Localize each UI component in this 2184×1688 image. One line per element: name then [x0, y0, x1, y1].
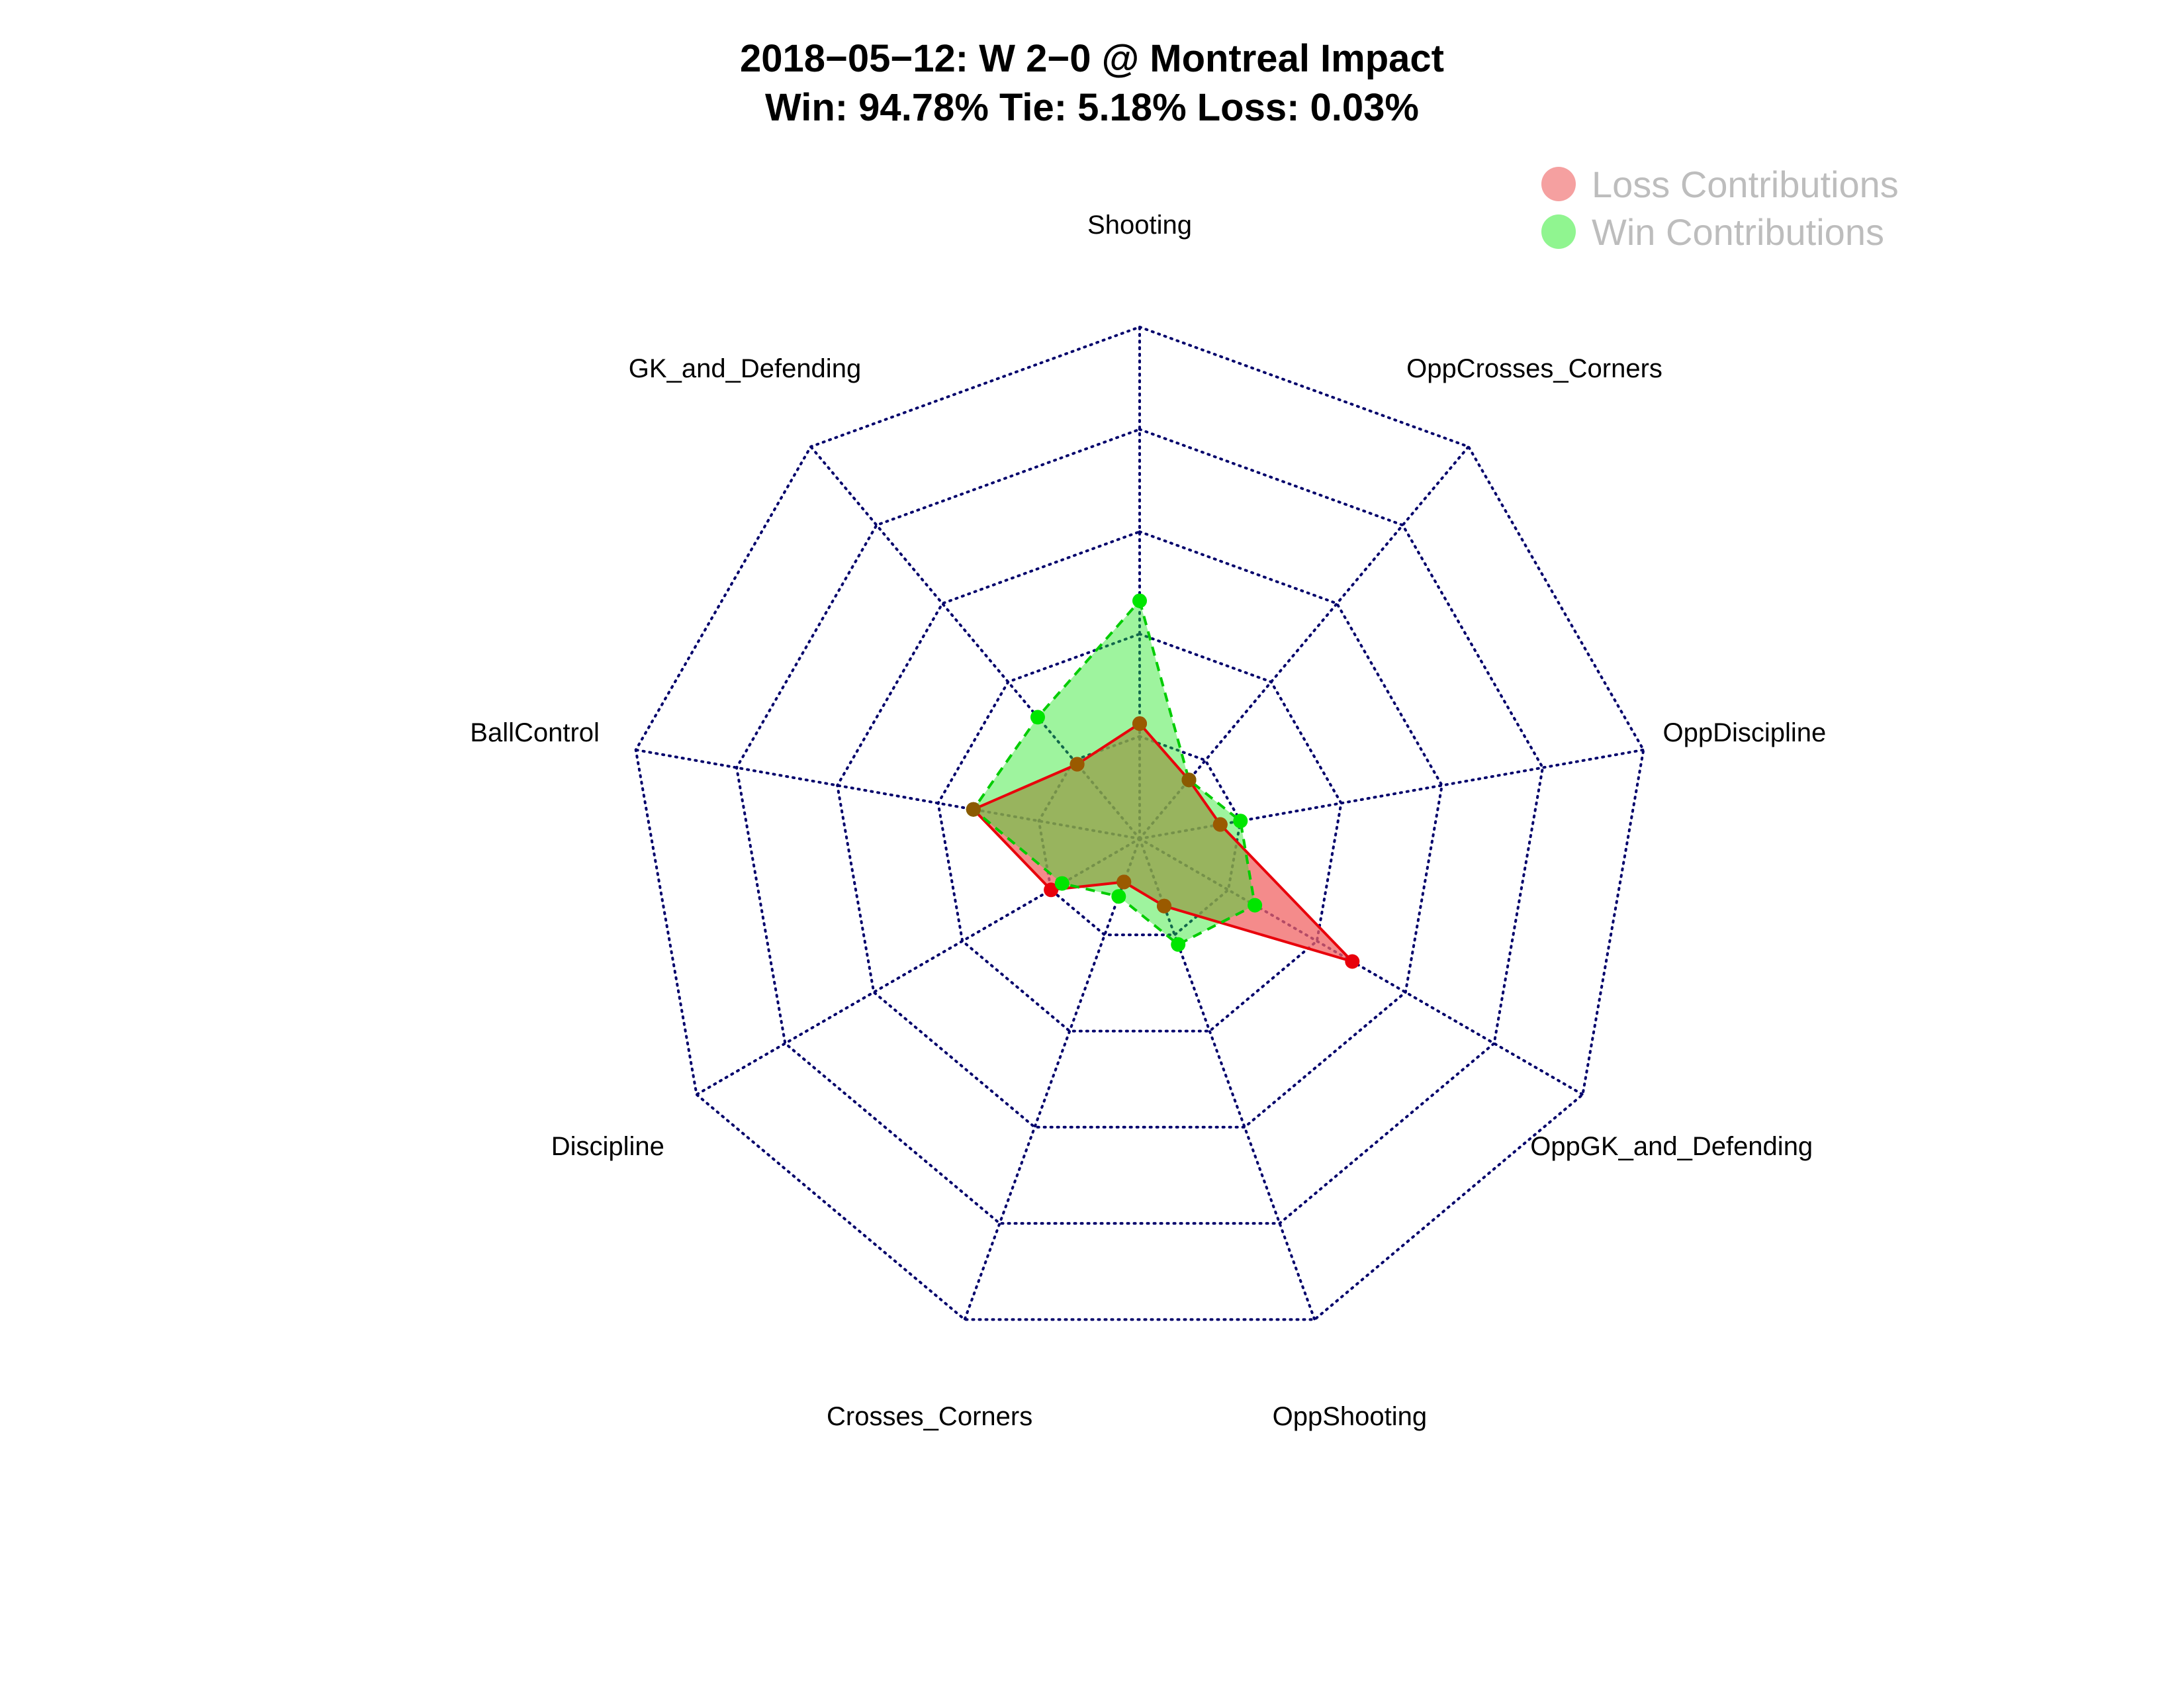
- legend-label-loss: Loss Contributions: [1592, 164, 1899, 205]
- win-contributions-point-gk-and-defending: [1030, 710, 1045, 725]
- loss-point-under-oppshooting: [1157, 898, 1171, 914]
- spoke-crosses-corners: [963, 837, 1141, 1321]
- chart-title-line1: 2018−05−12: W 2−0 @ Montreal Impact: [740, 37, 1444, 80]
- spoke-oppcrosses-corners: [1138, 445, 1470, 840]
- axis-label-oppdiscipline: OppDiscipline: [1663, 718, 1827, 747]
- axis-label-crosses-corners: Crosses_Corners: [827, 1402, 1032, 1431]
- overlap-point-ballcontrol: [966, 802, 981, 817]
- win-contributions-point-discipline: [1054, 876, 1069, 891]
- chart-title-line2: Win: 94.78% Tie: 5.18% Loss: 0.03%: [765, 86, 1419, 129]
- legend-label-win: Win Contributions: [1592, 211, 1884, 253]
- grid-ring-5: [634, 325, 1645, 1321]
- grid-ring-3: [836, 530, 1443, 1129]
- grid-ring-4: [735, 428, 1545, 1225]
- axis-label-oppcrosses-corners: OppCrosses_Corners: [1406, 354, 1662, 383]
- win-contributions-area: [973, 600, 1255, 945]
- loss-point-under-oppdiscipline: [1212, 817, 1228, 832]
- win-contributions-point-oppgk-and-defending: [1248, 898, 1263, 913]
- loss-contributions-outline: [972, 722, 1354, 963]
- overlap-point-oppcrosses-corners: [1181, 773, 1197, 788]
- legend-marker-loss: [1541, 167, 1576, 201]
- loss-point-under-shooting: [1132, 716, 1147, 731]
- axis-label-shooting: Shooting: [1087, 211, 1192, 240]
- axis-label-oppgk-and-defending: OppGK_and_Defending: [1530, 1132, 1813, 1161]
- win-contributions-point-crosses-corners: [1111, 889, 1126, 904]
- axis-labels: Shooting OppCrosses_Corners OppDiscipline O…: [470, 211, 1826, 1431]
- grid-ring-2: [936, 632, 1343, 1033]
- win-contributions-point-shooting: [1132, 593, 1147, 608]
- axis-label-oppshooting: OppShooting: [1273, 1402, 1428, 1431]
- axis-label-gk-and-defending: GK_and_Defending: [629, 354, 861, 383]
- legend-marker-win: [1541, 214, 1576, 249]
- loss-point-under-gk-and-defending: [1069, 757, 1085, 772]
- legend: Loss Contributions Win Contributions: [1541, 164, 1899, 253]
- win-contributions-point-oppshooting: [1171, 937, 1186, 952]
- loss-contributions-point-discipline: [1044, 882, 1059, 898]
- win-contributions-outline: [972, 599, 1257, 946]
- loss-point-under-crosses-corners: [1116, 874, 1132, 890]
- win-contributions-point-oppdiscipline: [1233, 814, 1248, 829]
- loss-contributions-point-oppgk-and-defending: [1345, 954, 1360, 969]
- spoke-oppshooting: [1138, 837, 1316, 1321]
- axis-label-ballcontrol: BallControl: [470, 718, 600, 747]
- axis-label-discipline: Discipline: [551, 1132, 664, 1161]
- radar-series: [966, 593, 1360, 969]
